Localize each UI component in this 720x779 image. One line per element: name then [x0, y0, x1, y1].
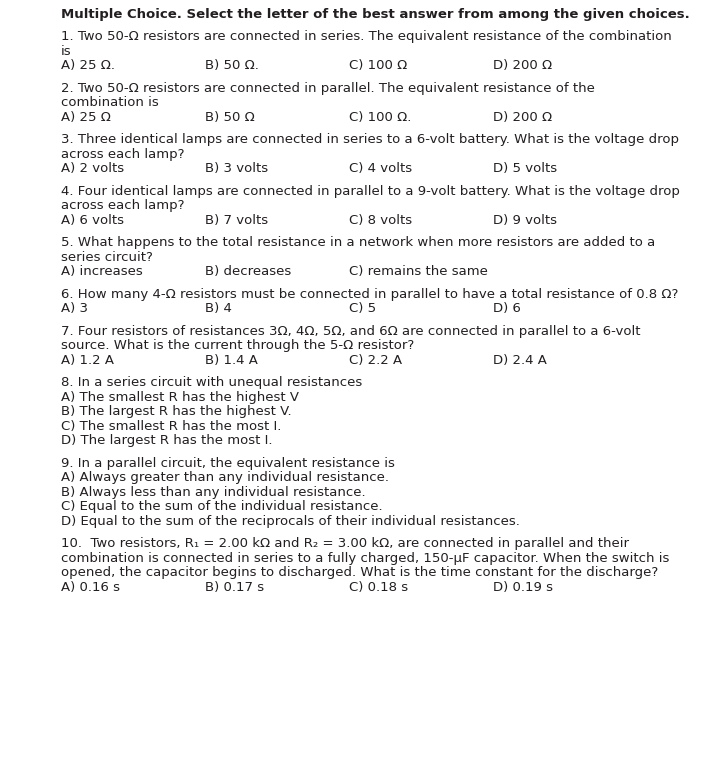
- Text: C) 100 Ω.: C) 100 Ω.: [349, 111, 412, 124]
- Text: 9. In a parallel circuit, the equivalent resistance is: 9. In a parallel circuit, the equivalent…: [61, 456, 395, 470]
- Text: source. What is the current through the 5-Ω resistor?: source. What is the current through the …: [61, 340, 415, 352]
- Text: 1. Two 50-Ω resistors are connected in series. The equivalent resistance of the : 1. Two 50-Ω resistors are connected in s…: [61, 30, 672, 44]
- Text: A) increases: A) increases: [61, 266, 143, 278]
- Text: B) 7 volts: B) 7 volts: [205, 214, 269, 227]
- Text: 2. Two 50-Ω resistors are connected in parallel. The equivalent resistance of th: 2. Two 50-Ω resistors are connected in p…: [61, 82, 595, 95]
- Text: D) 2.4 A: D) 2.4 A: [493, 354, 547, 367]
- Text: 5. What happens to the total resistance in a network when more resistors are add: 5. What happens to the total resistance …: [61, 236, 655, 249]
- Text: is: is: [61, 45, 72, 58]
- Text: opened, the capacitor begins to discharged. What is the time constant for the di: opened, the capacitor begins to discharg…: [61, 566, 659, 580]
- Text: C) Equal to the sum of the individual resistance.: C) Equal to the sum of the individual re…: [61, 500, 383, 513]
- Text: A) The smallest R has the highest V: A) The smallest R has the highest V: [61, 391, 300, 404]
- Text: D) The largest R has the most I.: D) The largest R has the most I.: [61, 435, 273, 447]
- Text: A) Always greater than any individual resistance.: A) Always greater than any individual re…: [61, 471, 390, 485]
- Text: combination is connected in series to a fully charged, 150-μF capacitor. When th: combination is connected in series to a …: [61, 552, 670, 565]
- Text: Multiple Choice. Select the letter of the best answer from among the given choic: Multiple Choice. Select the letter of th…: [61, 8, 690, 21]
- Text: B) Always less than any individual resistance.: B) Always less than any individual resis…: [61, 486, 366, 499]
- Text: C) The smallest R has the most I.: C) The smallest R has the most I.: [61, 420, 282, 433]
- Text: D) 200 Ω: D) 200 Ω: [493, 59, 552, 72]
- Text: A) 1.2 A: A) 1.2 A: [61, 354, 114, 367]
- Text: D) 9 volts: D) 9 volts: [493, 214, 557, 227]
- Text: D) 0.19 s: D) 0.19 s: [493, 581, 553, 594]
- Text: B) 50 Ω: B) 50 Ω: [205, 111, 255, 124]
- Text: B) 3 volts: B) 3 volts: [205, 163, 269, 175]
- Text: 4. Four identical lamps are connected in parallel to a 9-volt battery. What is t: 4. Four identical lamps are connected in…: [61, 185, 680, 198]
- Text: combination is: combination is: [61, 97, 159, 110]
- Text: C) 100 Ω: C) 100 Ω: [349, 59, 408, 72]
- Text: C) 0.18 s: C) 0.18 s: [349, 581, 408, 594]
- Text: B) 0.17 s: B) 0.17 s: [205, 581, 264, 594]
- Text: B) 4: B) 4: [205, 302, 232, 315]
- Text: C) remains the same: C) remains the same: [349, 266, 488, 278]
- Text: A) 0.16 s: A) 0.16 s: [61, 581, 120, 594]
- Text: D) 6: D) 6: [493, 302, 521, 315]
- Text: A) 6 volts: A) 6 volts: [61, 214, 125, 227]
- Text: D) 200 Ω: D) 200 Ω: [493, 111, 552, 124]
- Text: B) The largest R has the highest V.: B) The largest R has the highest V.: [61, 405, 292, 418]
- Text: B) 1.4 A: B) 1.4 A: [205, 354, 258, 367]
- Text: D) 5 volts: D) 5 volts: [493, 163, 557, 175]
- Text: A) 3: A) 3: [61, 302, 89, 315]
- Text: across each lamp?: across each lamp?: [61, 199, 185, 213]
- Text: across each lamp?: across each lamp?: [61, 148, 185, 161]
- Text: 6. How many 4-Ω resistors must be connected in parallel to have a total resistan: 6. How many 4-Ω resistors must be connec…: [61, 288, 678, 301]
- Text: 7. Four resistors of resistances 3Ω, 4Ω, 5Ω, and 6Ω are connected in parallel to: 7. Four resistors of resistances 3Ω, 4Ω,…: [61, 325, 641, 338]
- Text: C) 4 volts: C) 4 volts: [349, 163, 413, 175]
- Text: 3. Three identical lamps are connected in series to a 6-volt battery. What is th: 3. Three identical lamps are connected i…: [61, 133, 679, 146]
- Text: A) 2 volts: A) 2 volts: [61, 163, 125, 175]
- Text: 10.  Two resistors, R₁ = 2.00 kΩ and R₂ = 3.00 kΩ, are connected in parallel and: 10. Two resistors, R₁ = 2.00 kΩ and R₂ =…: [61, 538, 629, 550]
- Text: B) 50 Ω.: B) 50 Ω.: [205, 59, 259, 72]
- Text: B) decreases: B) decreases: [205, 266, 292, 278]
- Text: series circuit?: series circuit?: [61, 251, 153, 264]
- Text: 8. In a series circuit with unequal resistances: 8. In a series circuit with unequal resi…: [61, 376, 362, 390]
- Text: C) 2.2 A: C) 2.2 A: [349, 354, 402, 367]
- Text: A) 25 Ω: A) 25 Ω: [61, 111, 111, 124]
- Text: C) 8 volts: C) 8 volts: [349, 214, 413, 227]
- Text: A) 25 Ω.: A) 25 Ω.: [61, 59, 115, 72]
- Text: D) Equal to the sum of the reciprocals of their individual resistances.: D) Equal to the sum of the reciprocals o…: [61, 515, 520, 528]
- Text: C) 5: C) 5: [349, 302, 377, 315]
